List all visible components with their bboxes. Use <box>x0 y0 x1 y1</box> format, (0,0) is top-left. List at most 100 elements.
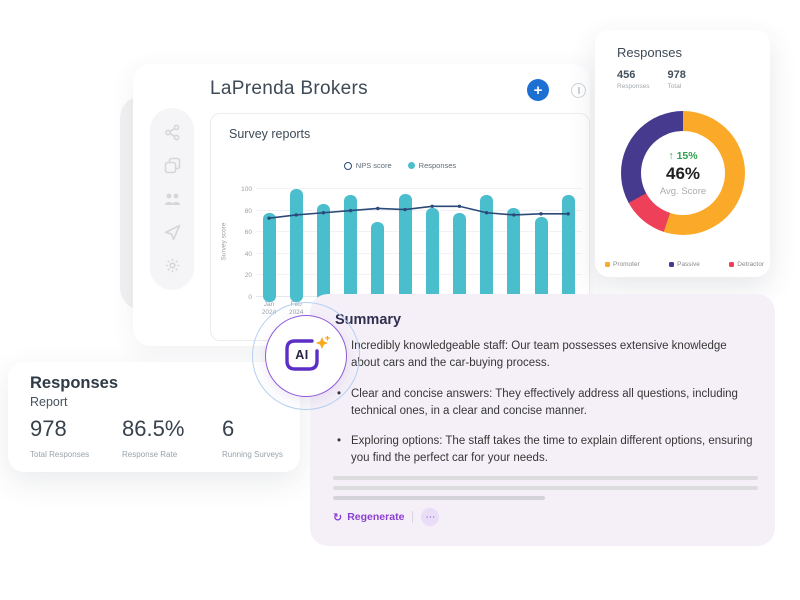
regenerate-button[interactable]: ↻ Regenerate <box>333 511 404 524</box>
skeleton-line <box>333 476 758 480</box>
sidebar-nav <box>150 108 194 290</box>
score-delta: ↑ 15% <box>668 149 698 162</box>
stat-total: 978 Total <box>668 69 686 90</box>
summary-bullet: Clear and concise answers: They effectiv… <box>335 386 755 421</box>
legend-swatch <box>605 262 610 267</box>
legend-swatch <box>669 262 675 267</box>
bar <box>507 208 521 302</box>
stat-value: 86.5% <box>122 416 185 441</box>
donut-ring: ↑ 15% 46% Avg. Score <box>621 111 745 235</box>
panel-title: Survey reports <box>229 127 311 141</box>
y-tick-label: 60 <box>244 229 252 237</box>
stat-label: Responses <box>617 83 650 90</box>
summary-actions: ↻ Regenerate ⋯ <box>333 508 440 526</box>
y-tick-label: 80 <box>244 207 252 215</box>
donut-legend-item: Detractor <box>729 261 764 268</box>
avg-score-label: Avg. Score <box>659 185 707 197</box>
gridline <box>256 231 582 233</box>
stat-label: Total Responses <box>30 450 90 459</box>
regenerate-label: Regenerate <box>347 511 405 523</box>
summary-title: Summary <box>335 312 402 328</box>
card-title: Responses <box>30 374 119 392</box>
skeleton-line <box>333 496 545 500</box>
stat-total-responses: 978 Total Responses <box>30 416 122 459</box>
gridline <box>256 188 582 189</box>
nps-line <box>267 204 570 220</box>
gridline <box>256 274 582 276</box>
responses-stats: 456 Responses 978 Total <box>617 69 686 90</box>
stat-response-rate: 86.5% Response Rate <box>122 416 222 459</box>
skeleton-line <box>333 486 758 490</box>
legend-item-nps: NPS score <box>343 161 392 170</box>
bar <box>289 189 303 302</box>
legend-item-responses: Responses <box>407 161 457 170</box>
divider <box>412 511 414 523</box>
stat-label: Total <box>667 83 682 90</box>
stat-label: Response Rate <box>122 450 178 459</box>
share-nodes-icon[interactable] <box>164 124 181 141</box>
card-subtitle: Report <box>30 395 68 409</box>
ai-sparkle-icon: AI <box>282 335 331 376</box>
y-tick-label: 20 <box>244 272 252 280</box>
responses-donut-card: Responses 456 Responses 978 Total ↑ 15% … <box>595 30 770 277</box>
users-icon[interactable] <box>164 191 181 208</box>
bar <box>316 204 330 302</box>
responses-report-card: Responses Report 978 Total Responses 86.… <box>8 362 300 472</box>
donut-legend: Promoter Passive Detractor <box>605 261 764 268</box>
summary-bullets: Incredibly knowledgeable staff: Our team… <box>335 338 755 481</box>
bar <box>344 195 358 302</box>
stat-responses: 456 Responses <box>617 69 650 90</box>
card-title: Responses <box>617 45 683 60</box>
stat-label: Running Surveys <box>222 450 283 459</box>
responses-marker-icon <box>407 162 415 169</box>
summary-bullet: Incredibly knowledgeable staff: Our team… <box>335 338 755 373</box>
avg-score-value: 46% <box>665 163 701 183</box>
legend-swatch <box>729 262 735 267</box>
y-tick-label: 0 <box>248 294 252 301</box>
donut-legend-item: Promoter <box>605 261 640 268</box>
report-stats: 978 Total Responses 86.5% Response Rate … <box>30 416 283 459</box>
bar <box>262 212 276 302</box>
gridline <box>256 209 582 211</box>
legend-label: Passive <box>677 261 700 268</box>
legend-label: Responses <box>418 161 457 170</box>
more-options-button[interactable]: ⋯ <box>421 508 440 526</box>
bar <box>371 222 385 302</box>
summary-bullet: Exploring options: The staff takes the t… <box>335 433 755 468</box>
bar <box>561 195 575 302</box>
ai-summary-card: Summary Incredibly knowledgeable staff: … <box>310 294 775 546</box>
chart-legend: NPS score Responses <box>211 161 589 170</box>
add-button[interactable]: + <box>527 79 549 101</box>
x-tick-label: Jan 2024 <box>261 301 277 317</box>
nps-marker-icon <box>343 161 352 170</box>
gridline <box>256 252 582 254</box>
legend-label: Promoter <box>613 261 640 268</box>
stat-value: 978 <box>667 69 686 81</box>
legend-label: Detractor <box>737 261 764 268</box>
plot-area: Survey score 0 20 40 60 80 100 Jan 2024 Feb 202… <box>221 186 582 316</box>
ai-label: AI <box>295 348 309 362</box>
stat-value: 456 <box>617 69 636 81</box>
bar <box>452 212 466 302</box>
send-icon[interactable] <box>164 224 181 241</box>
y-tick-label: 40 <box>244 250 252 258</box>
copy-icon[interactable] <box>164 157 181 174</box>
page-title: LaPrenda Brokers <box>210 78 368 99</box>
info-icon[interactable] <box>571 83 586 98</box>
y-axis-title: Survey score <box>220 222 228 261</box>
donut-legend-item: Passive <box>669 261 700 268</box>
stat-running-surveys: 6 Running Surveys <box>222 416 283 459</box>
stat-value: 6 <box>222 416 235 441</box>
ai-badge-outer-ring <box>252 302 360 410</box>
bar <box>425 208 439 302</box>
donut-center: ↑ 15% 46% Avg. Score <box>641 131 725 215</box>
ai-badge: AI <box>265 315 347 397</box>
bar <box>534 217 548 302</box>
legend-label: NPS score <box>355 161 392 170</box>
refresh-icon: ↻ <box>333 511 343 524</box>
stat-value: 978 <box>30 416 67 441</box>
gear-icon[interactable] <box>164 257 181 274</box>
y-tick-label: 100 <box>241 186 252 193</box>
bar <box>398 194 412 302</box>
